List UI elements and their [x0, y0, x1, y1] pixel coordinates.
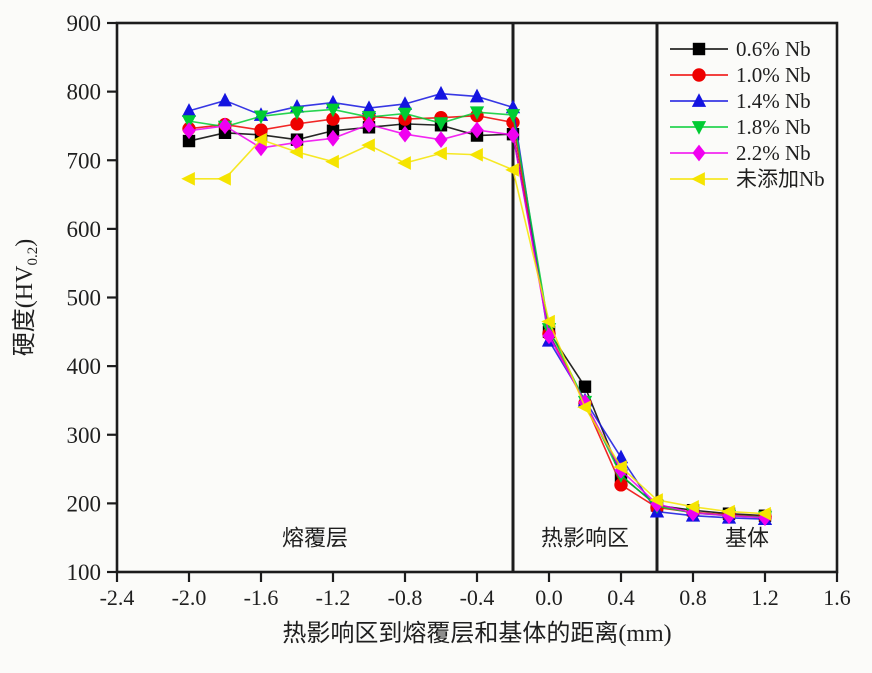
series-line-0	[188, 123, 766, 517]
data-point-5-2	[253, 132, 267, 147]
x-tick-label: 1.6	[823, 585, 851, 610]
y-tick-label: 600	[67, 217, 102, 242]
data-point-5-9	[505, 163, 519, 177]
y-tick-label: 900	[67, 11, 102, 36]
data-point-5-16	[757, 506, 771, 521]
x-tick-label: -2.0	[172, 585, 207, 610]
data-point-5-11	[577, 400, 591, 415]
x-tick-label: 0.0	[535, 585, 563, 610]
region-label: 熔覆层	[282, 526, 348, 551]
legend-marker-3	[691, 121, 707, 135]
series-line-5	[189, 138, 766, 515]
x-axis-title: 热影响区到熔覆层和基体的距离(mm)	[282, 620, 671, 647]
legend-label-5: 未添加Nb	[736, 167, 825, 191]
legend-marker-5	[691, 172, 705, 186]
data-point-2-6	[397, 96, 413, 110]
legend-marker-1	[692, 68, 706, 82]
data-point-5-8	[469, 147, 483, 162]
data-point-0-0	[182, 134, 196, 148]
x-tick-label: 0.4	[607, 585, 635, 610]
data-point-2-0	[181, 103, 197, 117]
y-tick-label: 100	[67, 560, 102, 585]
data-point-2-1	[217, 92, 233, 107]
data-point-5-12	[613, 460, 627, 474]
y-tick-label: 300	[67, 423, 102, 448]
data-point-2-5	[361, 100, 377, 114]
data-point-5-15	[721, 504, 735, 519]
data-point-5-10	[541, 314, 555, 329]
x-tick-label: -1.6	[244, 585, 279, 610]
data-point-5-14	[685, 499, 699, 514]
y-tick-label: 800	[67, 80, 102, 105]
data-point-5-4	[325, 154, 339, 169]
data-point-3-0	[181, 115, 197, 129]
data-point-3-7	[433, 117, 449, 131]
series-line-1	[188, 114, 766, 518]
data-point-3-9	[505, 109, 521, 123]
x-tick-label: -1.2	[316, 585, 351, 610]
data-point-5-6	[397, 156, 411, 170]
x-tick-label: -2.4	[100, 585, 135, 610]
data-point-4-8	[470, 121, 484, 139]
data-point-4-0	[182, 122, 196, 140]
data-point-3-8	[469, 106, 485, 120]
data-point-4-2	[254, 139, 268, 157]
y-axis-title: 硬度(HV0.2)	[11, 239, 41, 356]
data-point-1-3	[290, 117, 304, 131]
data-point-3-4	[325, 103, 341, 118]
y-tick-label: 500	[67, 286, 102, 311]
data-point-5-7	[433, 146, 447, 161]
legend-label-1: 1.0% Nb	[736, 63, 811, 87]
data-point-5-3	[289, 145, 303, 159]
legend-label-3: 1.8% Nb	[736, 115, 811, 139]
data-point-2-7	[433, 85, 449, 100]
data-point-5-13	[649, 493, 663, 507]
data-point-4-1	[218, 117, 232, 135]
series-line-4	[188, 123, 766, 519]
series-line-3	[188, 108, 766, 518]
data-point-4-9	[506, 126, 520, 144]
data-point-5-0	[181, 171, 195, 186]
legend-marker-4	[692, 144, 706, 162]
y-tick-label: 400	[67, 354, 102, 379]
region-label: 基体	[725, 526, 769, 551]
data-point-4-4	[326, 129, 340, 147]
legend-label-0: 0.6% Nb	[736, 37, 811, 61]
data-point-4-5	[362, 116, 376, 133]
data-point-5-1	[217, 171, 231, 186]
x-tick-label: -0.4	[460, 585, 495, 610]
data-point-0-11	[578, 380, 592, 393]
data-point-4-7	[434, 131, 448, 149]
y-tick-label: 700	[67, 148, 102, 173]
data-point-3-6	[397, 107, 413, 122]
x-tick-label: 0.8	[679, 585, 707, 610]
data-point-1-2	[254, 123, 268, 137]
data-point-3-3	[289, 106, 305, 120]
data-point-2-8	[469, 88, 485, 103]
legend-marker-0	[692, 42, 706, 56]
data-point-3-2	[253, 110, 269, 125]
data-point-4-6	[398, 125, 412, 143]
region-label: 热影响区	[541, 526, 629, 551]
data-point-1-4	[326, 112, 340, 126]
legend-label-4: 2.2% Nb	[736, 141, 811, 165]
legend-marker-2	[691, 93, 707, 107]
y-tick-label: 200	[67, 491, 102, 516]
x-tick-label: -0.8	[388, 585, 423, 610]
legend-label-2: 1.4% Nb	[736, 89, 811, 113]
x-tick-label: 1.2	[751, 585, 779, 610]
data-point-1-12	[614, 478, 628, 492]
data-point-5-5	[361, 138, 375, 152]
data-point-4-10	[542, 327, 556, 345]
